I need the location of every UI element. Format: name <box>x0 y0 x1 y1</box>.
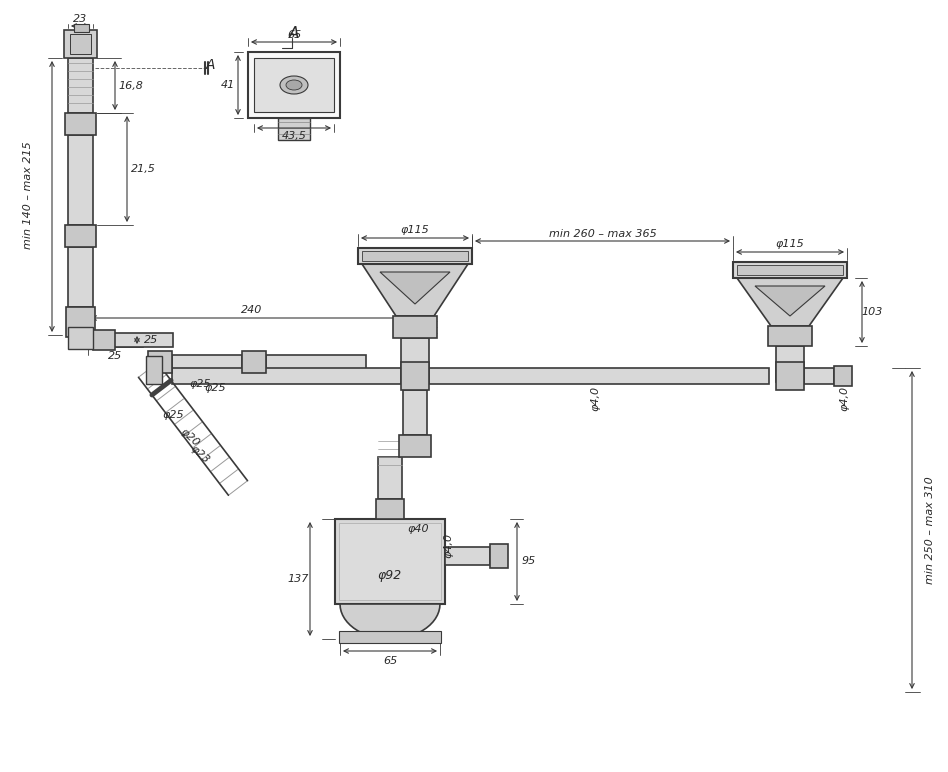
Bar <box>172 355 242 369</box>
Text: 16,8: 16,8 <box>118 80 143 90</box>
Bar <box>74 24 89 32</box>
Bar <box>358 248 472 264</box>
Text: 65: 65 <box>383 656 397 666</box>
Text: 41: 41 <box>221 80 235 90</box>
Bar <box>254 58 334 112</box>
Polygon shape <box>340 604 440 639</box>
Bar <box>93 330 115 350</box>
Bar <box>70 34 91 54</box>
Text: φ20: φ20 <box>178 427 201 449</box>
Text: 25: 25 <box>108 351 122 361</box>
Text: φ4,0: φ4,0 <box>443 533 453 557</box>
Text: 43,5: 43,5 <box>282 131 306 141</box>
Text: φ40: φ40 <box>408 524 428 534</box>
Bar <box>68 327 93 349</box>
Bar <box>776 346 804 382</box>
Bar <box>66 307 95 337</box>
Bar <box>65 113 96 135</box>
Bar <box>490 544 508 568</box>
Bar <box>68 247 93 307</box>
Bar <box>834 366 852 386</box>
Bar <box>378 457 402 499</box>
Bar <box>768 326 812 346</box>
Bar <box>737 265 843 275</box>
Bar <box>403 390 427 435</box>
Text: φ25: φ25 <box>190 379 210 389</box>
Text: φ92: φ92 <box>378 570 402 583</box>
Bar <box>64 30 97 58</box>
Text: A: A <box>289 26 300 42</box>
Bar <box>266 355 366 369</box>
Text: φ23: φ23 <box>189 444 211 466</box>
Bar <box>146 356 162 384</box>
Text: min 250 – max 310: min 250 – max 310 <box>925 476 935 584</box>
Text: φ115: φ115 <box>775 239 804 249</box>
Bar <box>445 547 490 565</box>
Bar <box>278 118 310 140</box>
Bar <box>401 338 429 376</box>
Text: 65: 65 <box>287 30 301 40</box>
Text: φ115: φ115 <box>401 225 429 235</box>
Bar <box>335 519 445 604</box>
Bar <box>776 362 804 390</box>
Text: φ25: φ25 <box>204 383 226 393</box>
Polygon shape <box>737 278 843 326</box>
Text: φ4,0: φ4,0 <box>590 385 600 411</box>
Bar <box>339 631 441 643</box>
Bar <box>401 362 429 390</box>
Text: 95: 95 <box>522 557 537 567</box>
Polygon shape <box>755 286 825 316</box>
Ellipse shape <box>280 76 308 94</box>
Polygon shape <box>380 272 450 304</box>
Text: 240: 240 <box>241 305 263 315</box>
Bar <box>68 135 93 225</box>
Text: 21,5: 21,5 <box>131 164 155 174</box>
Polygon shape <box>362 264 468 316</box>
Text: min 260 – max 365: min 260 – max 365 <box>549 229 656 239</box>
Ellipse shape <box>286 80 302 90</box>
Bar <box>93 333 173 347</box>
Bar <box>68 58 93 113</box>
Text: A: A <box>206 58 215 72</box>
Bar <box>733 262 847 278</box>
Bar <box>393 316 437 338</box>
Bar <box>399 435 431 457</box>
Text: 23: 23 <box>73 14 87 24</box>
Text: φ4,0: φ4,0 <box>839 385 849 411</box>
Bar <box>242 351 266 373</box>
Bar <box>248 52 340 118</box>
Bar <box>339 523 441 600</box>
Bar <box>148 351 172 373</box>
Bar <box>65 225 96 247</box>
Text: 103: 103 <box>862 307 883 317</box>
Bar <box>172 368 401 384</box>
Bar <box>376 499 404 519</box>
Text: 25: 25 <box>144 335 158 345</box>
Bar <box>429 368 769 384</box>
Bar <box>804 368 834 384</box>
Bar <box>362 251 468 261</box>
Text: 137: 137 <box>287 574 309 584</box>
Text: min 140 – max 215: min 140 – max 215 <box>23 141 33 249</box>
Text: φ25: φ25 <box>162 410 184 420</box>
